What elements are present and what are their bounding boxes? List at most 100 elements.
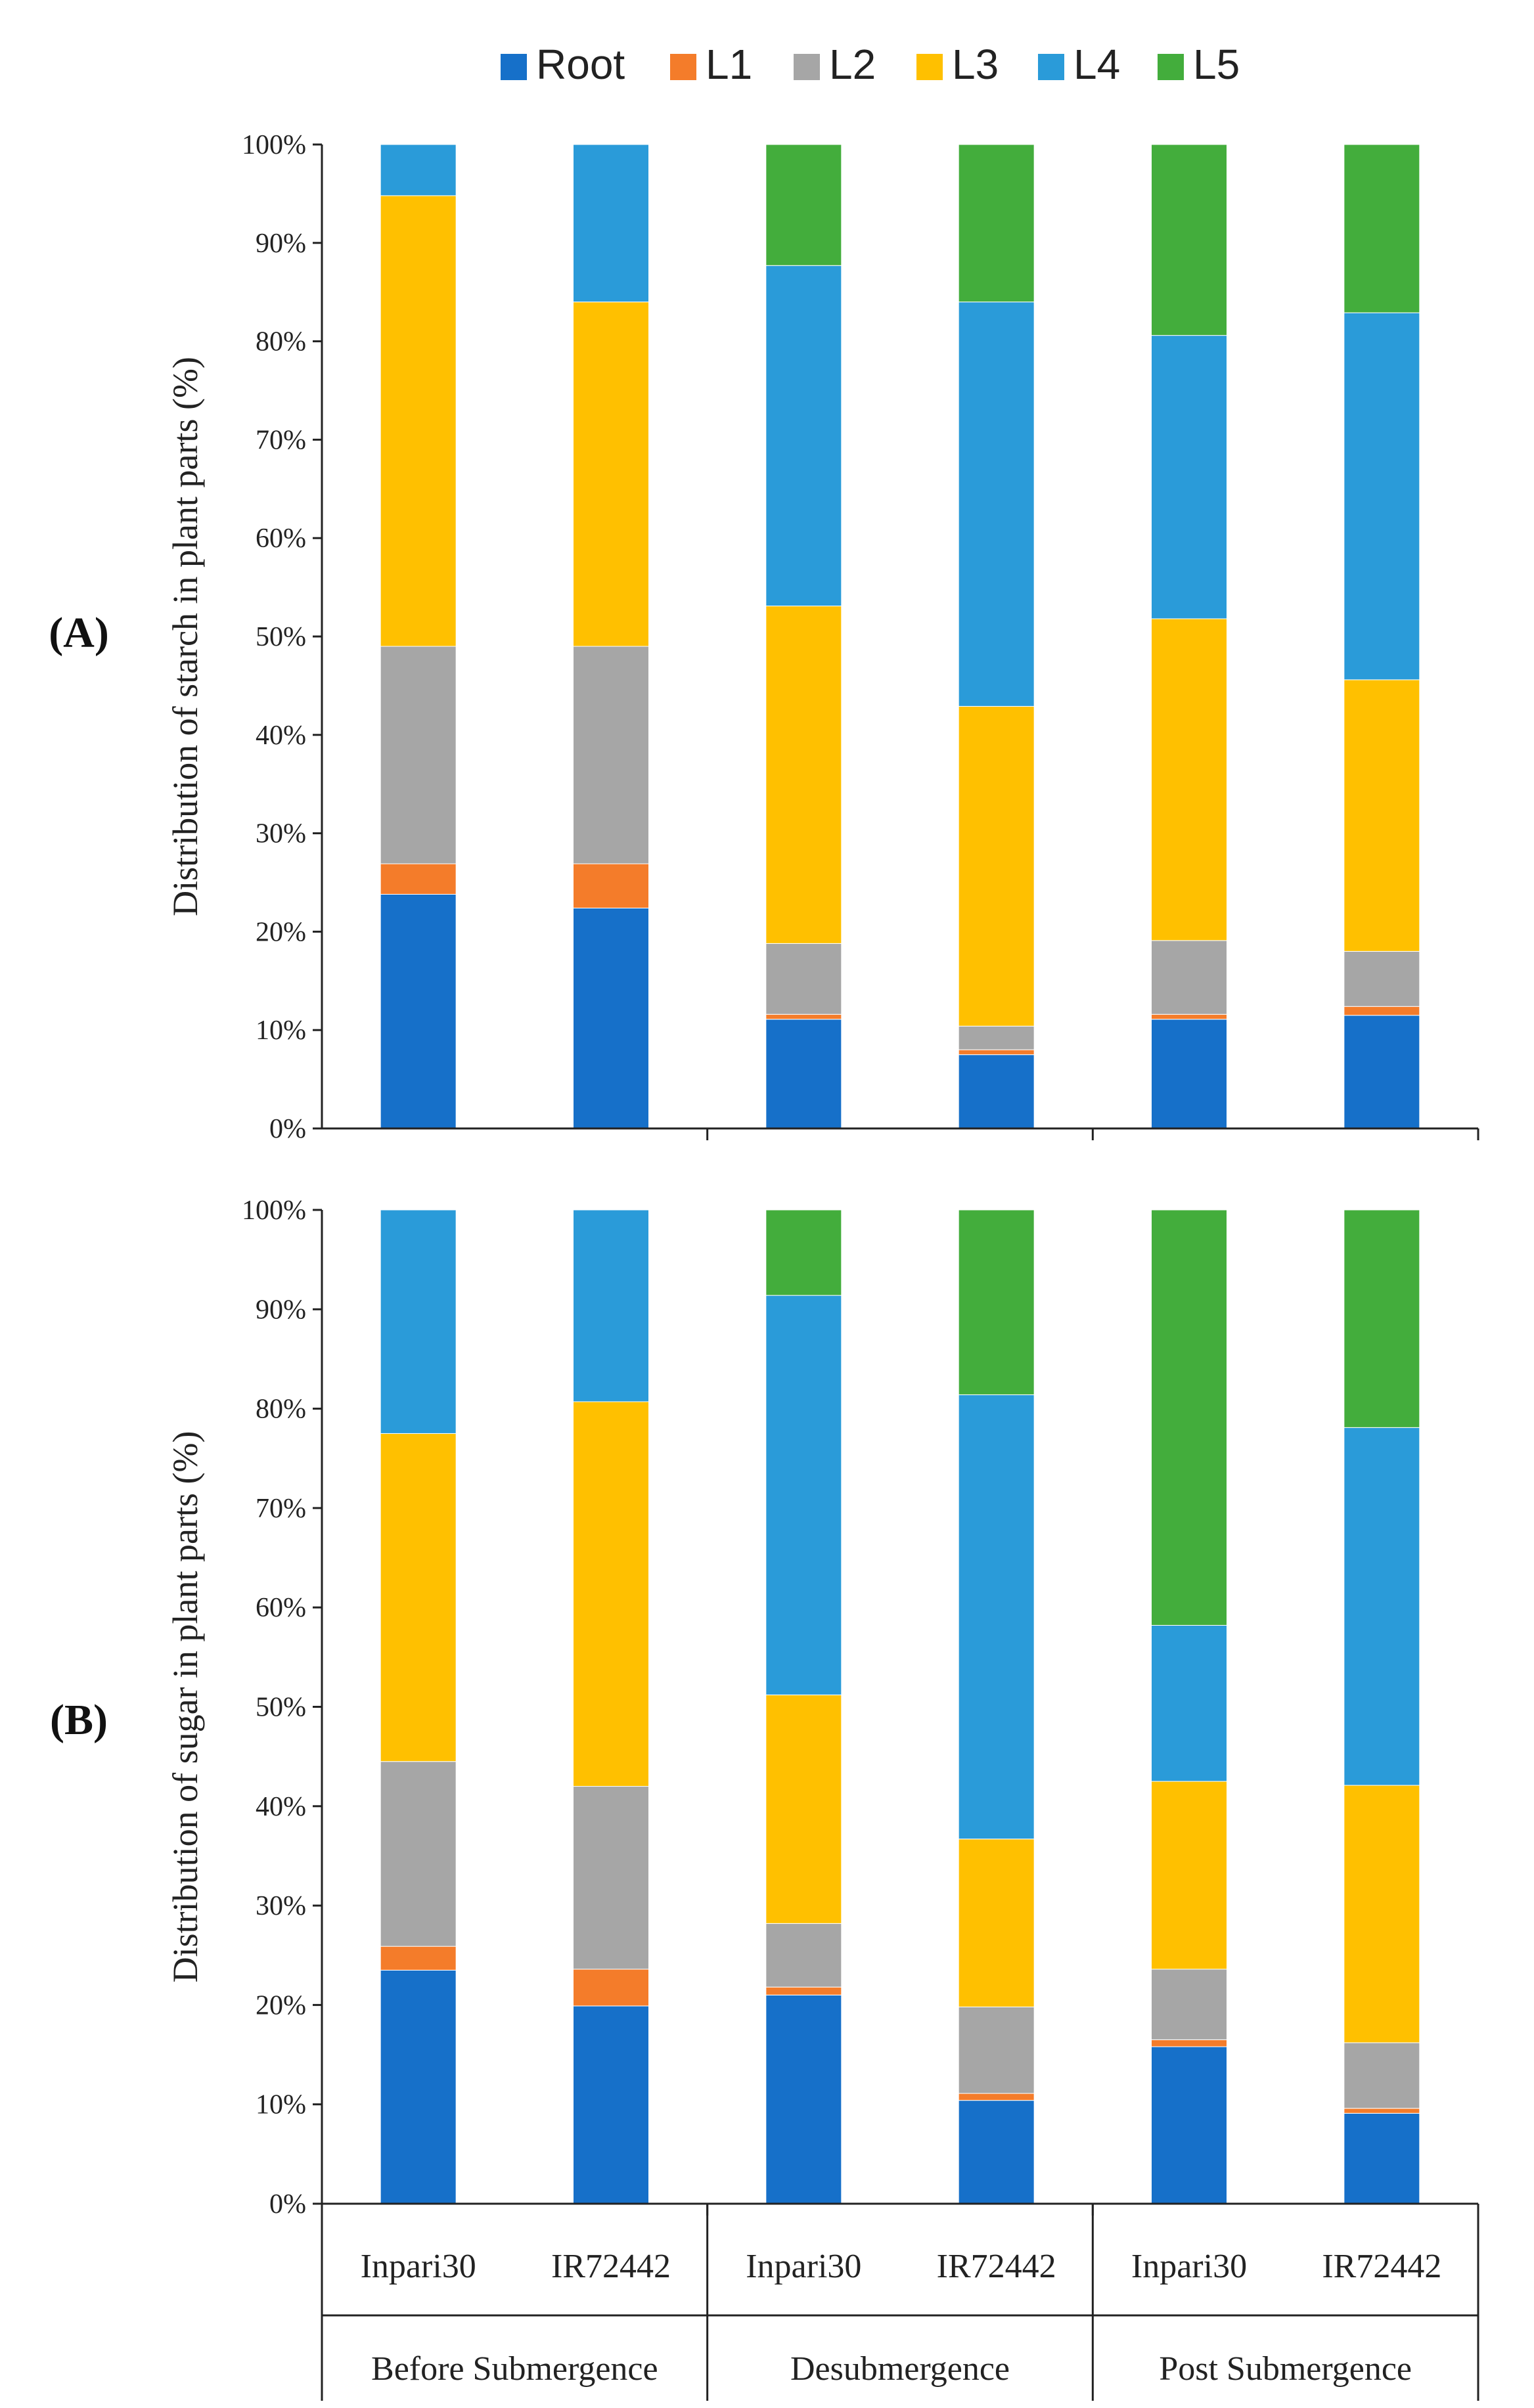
sugar-ytick-label: 90% [256,1295,306,1325]
sugar-bar-l4-4 [958,1394,1035,1840]
starch-bar-l2-2 [573,646,649,864]
sugar-ytick-label: 20% [256,1990,306,2020]
starch-bar-root-2 [573,907,649,1129]
starch-bar-l1-4 [958,1049,1035,1056]
sugar-bar-l3-6 [1343,1785,1420,2043]
starch-bar-l4-6 [1343,312,1420,680]
sugar-bar-root-4 [958,2100,1035,2204]
starch-ytick-label: 30% [256,819,306,849]
starch-bar-l2-4 [958,1025,1035,1050]
starch-bar-l4-2 [573,144,649,303]
sugar-bar-l1-1 [380,1946,457,1971]
x-group-label: Desubmergence [790,2350,1010,2388]
sugar-bar-root-3 [765,1994,842,2204]
starch-bar-l4-1 [380,144,457,196]
sugar-bar-l4-3 [765,1295,842,1695]
sugar-ytick-label: 0% [269,2189,306,2219]
sugar-bar-l5-3 [765,1209,842,1296]
sugar-bar-l2-5 [1151,1969,1227,2040]
starch-ytick-label: 100% [242,130,306,160]
starch-bar-l5-5 [1151,144,1227,336]
starch-ytick-label: 20% [256,917,306,947]
starch-ytick-label: 0% [269,1114,306,1144]
starch-bar-root-1 [380,893,457,1129]
sugar-bar-l1-6 [1343,2108,1420,2114]
sugar-bar-l5-5 [1151,1209,1227,1626]
starch-chart: 0% 10% 20% 30% 40% 50% 60% 70% 80% 90% 100% Distrib… [49,130,1479,1144]
legend-swatch-l4 [1038,54,1064,80]
sugar-ytick-label: 40% [256,1792,306,1822]
sugar-bar-l1-4 [958,2093,1035,2101]
sugar-bar-l5-6 [1343,1209,1420,1428]
legend-swatch-l5 [1158,54,1184,80]
starch-bar-l2-6 [1343,950,1420,1007]
sugar-chart: 0% 10% 20% 30% 40% 50% 60% 70% 80% 90% 100% Distrib… [50,1195,1479,2219]
starch-bar-l3-5 [1151,618,1227,941]
starch-bar-l4-3 [765,265,842,607]
sugar-bar-l2-1 [380,1761,457,1947]
sugar-bar-l4-6 [1343,1427,1420,1786]
starch-ylabel: Distribution of starch in plant parts (%… [166,357,205,916]
starch-bar-l1-2 [573,863,649,908]
legend-label-l5: L5 [1193,41,1240,88]
sugar-bar-root-5 [1151,2046,1227,2204]
starch-ytick-label: 50% [256,622,306,652]
sugar-bar-l3-3 [765,1694,842,1924]
sugar-ytick-label: 80% [256,1394,306,1425]
starch-bar-root-5 [1151,1019,1227,1129]
starch-bar-l1-1 [380,863,457,895]
starch-bar-l1-6 [1343,1006,1420,1016]
starch-ytick-label: 10% [256,1015,306,1046]
starch-panel-label: (A) [49,609,109,657]
starch-bar-l3-2 [573,301,649,647]
sugar-ytick-label: 100% [242,1195,306,1226]
sugar-bar-l1-5 [1151,2039,1227,2047]
sugar-bar-l4-1 [380,1209,457,1434]
x-category-label: Inpari30 [361,2248,476,2285]
legend-swatch-root [501,54,527,80]
sugar-bar-root-6 [1343,2112,1420,2204]
sugar-bar-l2-6 [1343,2042,1420,2109]
starch-bar-l2-1 [380,646,457,864]
sugar-ytick-label: 10% [256,2090,306,2120]
sugar-bar-l1-3 [765,1986,842,1996]
starch-ytick-label: 80% [256,327,306,357]
sugar-bar-l1-2 [573,1969,649,2007]
starch-ytick-label: 70% [256,425,306,455]
legend-swatch-l1 [670,54,696,80]
sugar-bar-l2-4 [958,2006,1035,2094]
sugar-bar-l2-2 [573,1786,649,1970]
sugar-bar-root-1 [380,1969,457,2204]
sugar-bar-l3-5 [1151,1781,1227,1970]
sugar-bar-l4-5 [1151,1624,1227,1782]
x-category-label: IR72442 [937,2248,1056,2285]
legend-label-l1: L1 [706,41,752,88]
starch-bar-l4-4 [958,301,1035,707]
sugar-ytick-label: 50% [256,1693,306,1723]
sugar-ytick-label: 70% [256,1494,306,1524]
sugar-panel-label: (B) [50,1696,108,1744]
starch-bar-root-6 [1343,1015,1420,1129]
starch-bar-l3-3 [765,606,842,944]
starch-bar-root-4 [958,1054,1035,1129]
x-category-label: Inpari30 [1131,2248,1247,2285]
legend-label-l3: L3 [952,41,999,88]
legend-swatch-l2 [794,54,820,80]
starch-bar-l5-4 [958,144,1035,303]
starch-bar-l5-3 [765,144,842,266]
x-category-label: Inpari30 [746,2248,861,2285]
starch-ytick-label: 40% [256,721,306,751]
starch-bar-l1-5 [1151,1014,1227,1020]
sugar-bar-l2-3 [765,1923,842,1988]
starch-ytick-label: 60% [256,524,306,554]
sugar-bar-l3-4 [958,1839,1035,2007]
x-category-label: IR72442 [551,2248,671,2285]
starch-bar-l1-3 [765,1014,842,1020]
starch-bar-l3-4 [958,705,1035,1027]
starch-bar-l2-5 [1151,940,1227,1015]
sugar-bar-l3-2 [573,1401,649,1787]
sugar-bar-root-2 [573,2005,649,2204]
x-axis: Inpari30 IR72442 Inpari30 IR72442 Inpari30 IR… [321,2204,1479,2401]
x-group-label: Post Submergence [1159,2350,1412,2388]
